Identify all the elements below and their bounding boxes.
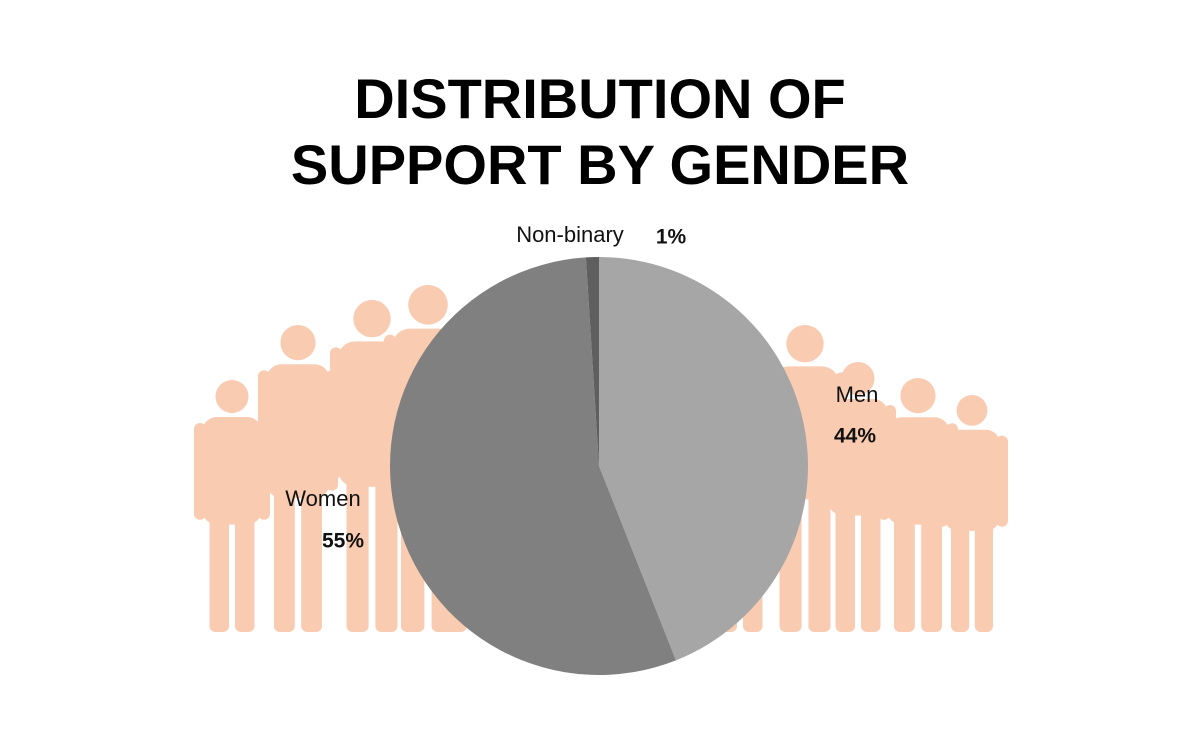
- head: [841, 362, 875, 395]
- value-label: 1%: [656, 226, 687, 249]
- head: [353, 300, 391, 338]
- pie-slice: [389, 257, 676, 676]
- torso: [202, 417, 262, 525]
- labels: Men 44% Women 55% Non-binary 1%: [285, 222, 878, 553]
- arm: [996, 435, 1008, 527]
- person-silhouette: [936, 395, 1008, 632]
- arm: [878, 423, 890, 520]
- leg: [346, 476, 369, 632]
- person-silhouette: [820, 362, 896, 632]
- head: [900, 378, 936, 414]
- leg: [375, 476, 398, 632]
- leg: [951, 520, 970, 632]
- torso: [828, 399, 888, 516]
- leg: [835, 505, 855, 632]
- leg: [808, 489, 831, 632]
- leg: [861, 505, 881, 632]
- arm: [936, 435, 948, 527]
- head: [956, 395, 988, 426]
- pie-slice: [599, 257, 808, 661]
- slice-label: Women: [285, 486, 360, 511]
- leg: [894, 514, 915, 632]
- head: [280, 325, 316, 361]
- slice-label: Men: [836, 382, 879, 407]
- arm: [194, 423, 206, 520]
- leg: [274, 488, 295, 632]
- pie-slice: [585, 257, 599, 466]
- torso: [886, 417, 950, 525]
- torso: [266, 364, 330, 499]
- head: [786, 325, 824, 363]
- arm: [820, 405, 832, 510]
- chart-title: DISTRIBUTION OF SUPPORT BY GENDER: [290, 67, 910, 196]
- person-silhouette: [878, 378, 958, 632]
- head: [215, 380, 249, 413]
- person-silhouette: [258, 325, 338, 632]
- arm: [258, 370, 270, 491]
- leg: [921, 514, 942, 632]
- head: [408, 285, 448, 325]
- leg: [235, 514, 255, 632]
- leg: [974, 520, 993, 632]
- slice-label: Non-binary: [516, 222, 624, 247]
- value-label: 55%: [322, 530, 364, 553]
- leg: [301, 488, 322, 632]
- torso: [944, 429, 1000, 531]
- value-label: 44%: [834, 425, 876, 448]
- leg: [209, 514, 229, 632]
- arm: [330, 347, 342, 479]
- pie: [389, 257, 808, 676]
